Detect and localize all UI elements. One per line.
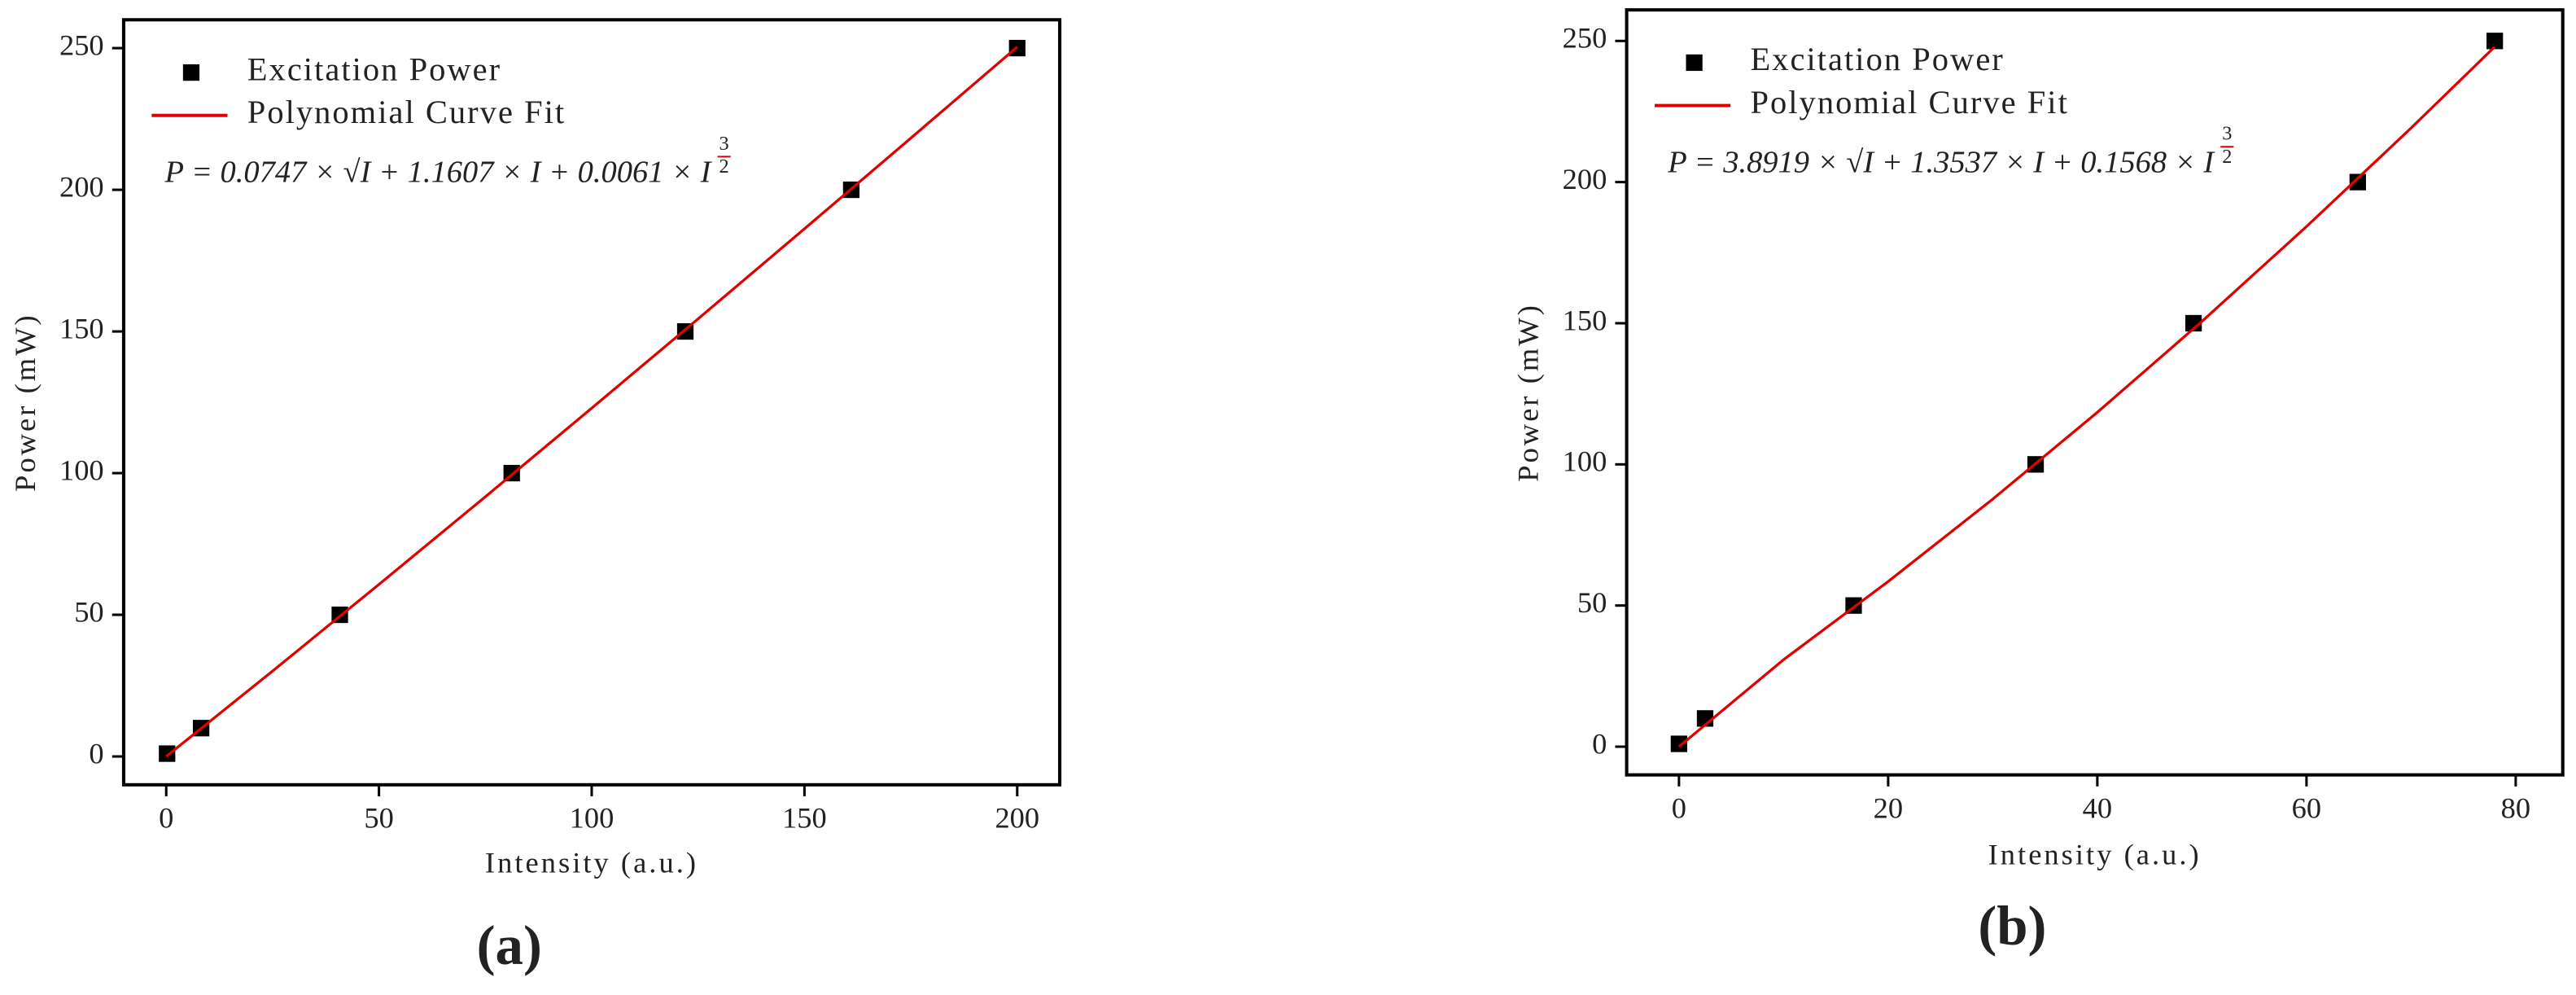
panel-label: (b)	[1978, 895, 2046, 957]
legend-marker	[1686, 54, 1703, 72]
x-axis-label: Intensity (a.u.)	[1988, 838, 2202, 870]
x-tick-label: 40	[2083, 792, 2112, 825]
legend-label: Polynomial Curve Fit	[1750, 84, 2068, 121]
fit-formula: P = 3.8919 × √I + 1.3537 × I + 0.1568 × …	[1667, 145, 2215, 179]
y-tick-label: 200	[59, 170, 104, 203]
y-tick-label: 0	[89, 737, 103, 769]
x-tick-label: 0	[159, 802, 173, 835]
x-tick-label: 60	[2292, 792, 2321, 825]
x-axis-label: Intensity (a.u.)	[485, 846, 698, 879]
fit-line	[165, 46, 1018, 758]
x-tick-label: 150	[782, 802, 827, 835]
formula-exponent-numerator: 3	[719, 133, 729, 155]
x-tick-label: 200	[995, 802, 1039, 835]
y-tick-label: 50	[1577, 586, 1607, 619]
legend-label: Excitation Power	[247, 50, 501, 87]
fit-formula: P = 0.0747 × √I + 1.1607 × I + 0.0061 × …	[164, 155, 713, 189]
legend-label: Excitation Power	[1750, 41, 2004, 77]
legend-marker	[182, 64, 200, 81]
formula-exponent-denominator: 2	[719, 156, 729, 178]
data-point	[2185, 314, 2202, 332]
y-tick-label: 250	[59, 28, 104, 61]
y-tick-label: 150	[59, 312, 104, 344]
legend-label: Polynomial Curve Fit	[247, 94, 566, 130]
x-tick-label: 20	[1874, 792, 1903, 825]
y-axis-label: Power (mW)	[1512, 303, 1545, 482]
y-tick-label: 0	[1592, 727, 1607, 760]
data-point	[1670, 735, 1687, 752]
formula-exponent-denominator: 2	[2222, 146, 2232, 168]
y-tick-label: 50	[74, 595, 103, 628]
panel-label: (a)	[477, 914, 542, 976]
plot-frame	[121, 18, 1062, 787]
data-point	[2349, 173, 2366, 191]
plot-frame	[1625, 8, 2565, 777]
y-tick-label: 100	[59, 454, 104, 486]
data-point	[2486, 33, 2504, 50]
x-tick-label: 80	[2501, 792, 2530, 825]
x-tick-label: 50	[364, 802, 393, 835]
y-tick-label: 150	[1563, 304, 1607, 336]
y-tick-label: 100	[1563, 445, 1607, 478]
y-axis-label: Power (mW)	[9, 313, 42, 492]
y-tick-label: 200	[1563, 163, 1607, 195]
x-tick-label: 0	[1672, 792, 1686, 825]
formula-exponent-numerator: 3	[2222, 123, 2232, 145]
data-point	[159, 745, 176, 762]
y-tick-label: 250	[1563, 22, 1607, 55]
x-tick-label: 100	[570, 802, 614, 835]
fit-line	[1677, 46, 2496, 748]
